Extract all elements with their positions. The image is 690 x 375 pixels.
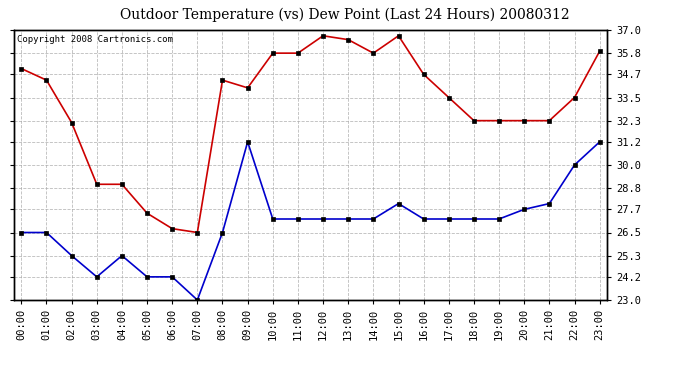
Text: Copyright 2008 Cartronics.com: Copyright 2008 Cartronics.com [17,35,172,44]
Text: Outdoor Temperature (vs) Dew Point (Last 24 Hours) 20080312: Outdoor Temperature (vs) Dew Point (Last… [120,8,570,22]
